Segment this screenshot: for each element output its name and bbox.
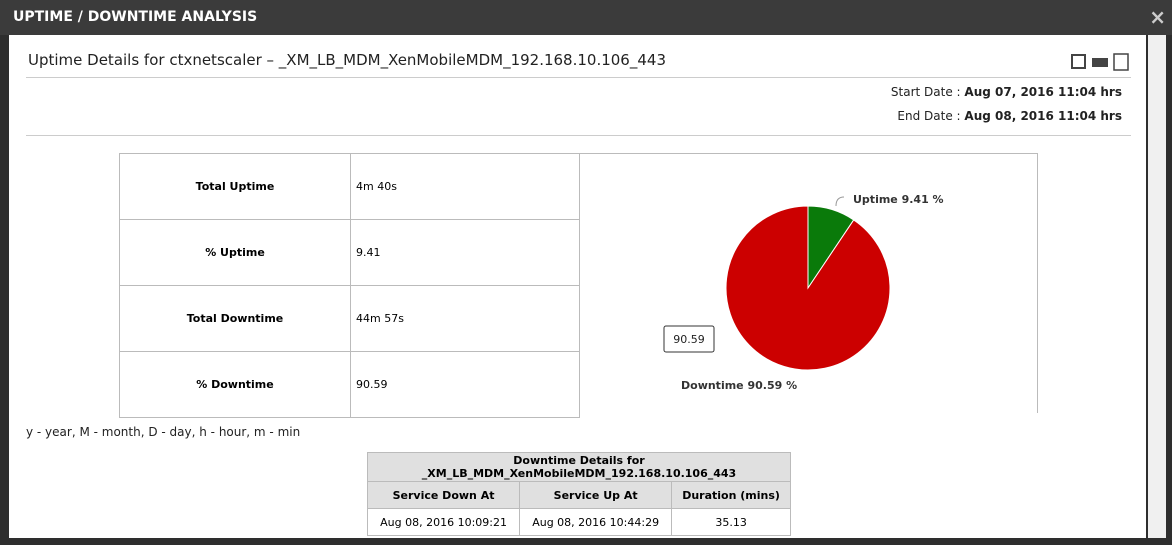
title-bar: UPTIME / DOWNTIME ANALYSIS ×: [0, 0, 1172, 35]
summary-value: 4m 40s: [350, 153, 580, 220]
summary-row: % Uptime 9.41: [119, 219, 580, 286]
header-row: Service Down At Service Up At Duration (mi…: [366, 481, 791, 509]
save-icon[interactable]: [1071, 54, 1086, 69]
pie-chart: Uptime 9.41 % Downtime 90.59 % 90.59: [663, 193, 944, 392]
end-date: End Date : Aug 08, 2016 11:04 hrs: [897, 109, 1122, 123]
summary-key: % Downtime: [119, 351, 351, 418]
summary-table: Total Uptime 4m 40s% Uptime 9.41 Total Down…: [119, 153, 580, 418]
summary-key: Total Downtime: [119, 285, 351, 352]
table-title-row: Downtime Details for _XM_LB_MDM_XenMobil…: [367, 452, 791, 482]
chart-panel: [578, 153, 1038, 413]
close-button[interactable]: ×: [1149, 5, 1166, 29]
summary-row: Total Downtime 44m 57s: [119, 285, 580, 352]
tooltip-text: 90.59: [673, 333, 705, 346]
scrollbar[interactable]: [1148, 35, 1166, 538]
start-date: Start Date : Aug 07, 2016 11:04 hrs: [890, 85, 1122, 99]
summary-value: 9.41: [350, 219, 580, 286]
slice-label: Downtime 90.59 %: [681, 379, 797, 392]
summary-key: Total Uptime: [119, 153, 351, 220]
cell: 35.13: [671, 508, 791, 536]
table-title: Downtime Details for _XM_LB_MDM_XenMobil…: [367, 452, 791, 482]
legend-note: y - year, M - month, D - day, h - hour, …: [26, 425, 301, 439]
dialog-title: UPTIME / DOWNTIME ANALYSIS: [13, 9, 258, 25]
label-connector: [835, 196, 845, 207]
cell: Aug 08, 2016 10:09:21: [366, 508, 521, 536]
print-icon[interactable]: [1092, 58, 1108, 67]
summary-value: 44m 57s: [350, 285, 580, 352]
divider: [26, 135, 1131, 136]
data-row: Aug 08, 2016 10:09:21 Aug 08, 2016 10:44:…: [366, 508, 791, 536]
toolbar-icons: [1071, 53, 1129, 71]
pie-slice: [725, 205, 891, 371]
tooltip-box: [663, 325, 715, 353]
summary-row: Total Uptime 4m 40s: [119, 153, 580, 220]
column-header: Service Up At: [519, 481, 673, 509]
page-heading: Uptime Details for ctxnetscaler – _XM_LB…: [28, 51, 666, 69]
summary-key: % Uptime: [119, 219, 351, 286]
slice-label: Uptime 9.41 %: [853, 193, 944, 206]
cell: Aug 08, 2016 10:44:29: [519, 508, 673, 536]
summary-row: % Downtime 90.59: [119, 351, 580, 418]
excel-icon[interactable]: [1113, 53, 1129, 71]
column-header: Service Down At: [366, 481, 521, 509]
column-header: Duration (mins): [671, 481, 791, 509]
summary-value: 90.59: [350, 351, 580, 418]
divider: [26, 77, 1131, 78]
downtime-table: Downtime Details for _XM_LB_MDM_XenMobil…: [366, 452, 791, 536]
